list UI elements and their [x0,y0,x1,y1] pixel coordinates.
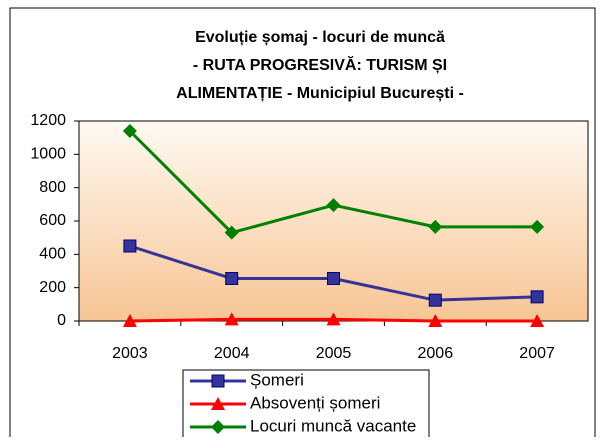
marker [327,272,340,285]
legend-marker [211,374,225,388]
marker [530,314,545,327]
x-tick-label: 2003 [112,345,148,362]
y-tick-label: 800 [39,179,66,196]
x-tick-label: 2007 [519,345,555,362]
legend-marker [211,420,225,434]
marker [530,219,545,234]
x-tick-label: 2004 [214,345,250,362]
marker [326,312,341,326]
x-tick-label: 2005 [316,345,352,362]
chart-title: ALIMENTAȚIE - Municipiul București - [176,85,464,102]
legend-label: Șomeri [250,370,304,389]
legend-marker [211,397,225,410]
y-tick-label: 1200 [30,112,66,129]
marker [225,272,239,285]
marker [224,225,239,240]
marker [428,219,443,234]
marker [122,314,137,327]
chart-title: Evoluție șomaj - locuri de muncă [195,29,445,46]
marker [530,290,544,304]
chart-title: - RUTA PROGRESIVĂ: TURISM ȘI [193,55,447,74]
marker [428,293,442,307]
legend-label: Absovenți șomeri [250,393,380,412]
x-tick-label: 2006 [418,345,454,362]
y-tick-label: 400 [39,246,66,263]
y-tick-label: 200 [39,279,66,296]
y-tick-label: 1000 [30,146,66,163]
y-tick-label: 0 [57,312,66,329]
marker [326,198,341,213]
legend-label: Locuri muncă vacante [250,416,416,435]
marker [428,314,443,327]
marker [224,312,239,326]
marker [122,124,137,138]
y-tick-label: 600 [39,212,66,229]
marker [123,239,137,253]
plot-area [78,120,589,322]
